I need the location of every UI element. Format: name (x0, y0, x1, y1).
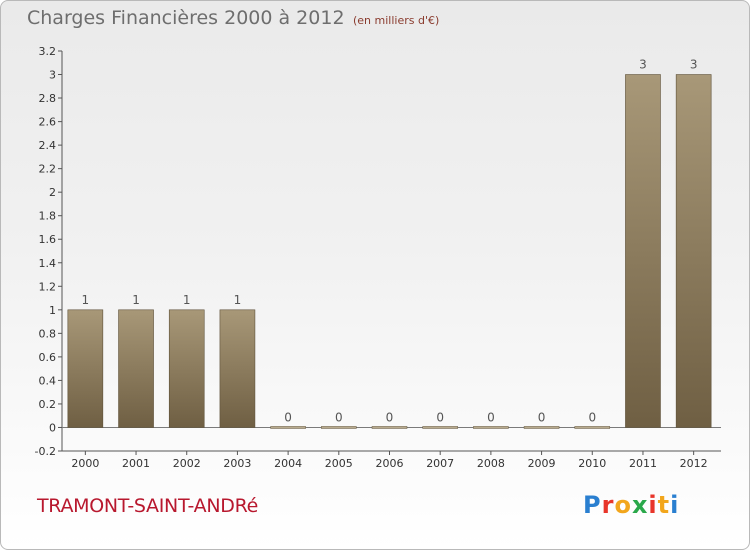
y-tick-label: 1.4 (39, 257, 57, 270)
y-tick-label: 2.8 (39, 92, 57, 105)
y-tick-label: 0 (49, 421, 56, 434)
y-tick-label: 3 (49, 69, 56, 82)
data-label-2006: 0 (386, 410, 394, 424)
x-tick-label-2001: 2001 (122, 457, 150, 470)
bar-2010 (574, 426, 611, 429)
y-tick-label: -0.2 (35, 445, 56, 458)
x-tick-label-2005: 2005 (325, 457, 353, 470)
x-tick-label-2000: 2000 (71, 457, 99, 470)
logo-letter: r (601, 491, 615, 519)
data-label-2012: 3 (690, 58, 698, 72)
bar-2004 (270, 426, 306, 429)
chart-subtitle: (en milliers d'€) (353, 14, 440, 27)
proxiti-logo: Proxiti (583, 491, 679, 519)
y-tick-label: 0.2 (39, 398, 57, 411)
y-tick-label: 1 (49, 304, 56, 317)
logo-letter: i (648, 491, 658, 519)
bar-2003 (219, 309, 256, 428)
y-tick-label: 2.4 (39, 139, 57, 152)
x-tick-label-2002: 2002 (173, 457, 201, 470)
bar-2005 (321, 426, 357, 429)
bar-2009 (523, 426, 560, 429)
x-tick-label-2009: 2009 (528, 457, 556, 470)
commune-name: TRAMONT-SAINT-ANDRé (37, 495, 259, 517)
x-tick-label-2007: 2007 (426, 457, 454, 470)
x-tick-label-2004: 2004 (274, 457, 302, 470)
y-tick-label: 0.6 (39, 351, 57, 364)
logo-letter: t (657, 491, 671, 519)
data-label-2002: 1 (183, 293, 191, 307)
x-tick-label-2010: 2010 (578, 457, 606, 470)
bar-2012 (675, 74, 712, 428)
logo-letter: x (631, 491, 649, 519)
y-tick-label: 2 (49, 186, 56, 199)
y-tick-label: 3.2 (39, 45, 57, 58)
bar-2006 (371, 426, 408, 429)
data-label-2008: 0 (487, 410, 495, 424)
x-tick-label-2012: 2012 (680, 457, 708, 470)
data-label-2005: 0 (335, 410, 343, 424)
data-label-2009: 0 (538, 410, 546, 424)
data-label-2001: 1 (132, 293, 140, 307)
y-tick-label: 1.2 (39, 280, 57, 293)
y-tick-label: 0.4 (39, 374, 57, 387)
bar-2001 (118, 309, 154, 428)
data-label-2003: 1 (234, 293, 242, 307)
data-label-2010: 0 (588, 410, 596, 424)
logo-letter: i (670, 491, 680, 519)
bar-2002 (168, 309, 205, 428)
logo-letter: o (614, 491, 632, 519)
x-tick-label-2011: 2011 (629, 457, 657, 470)
chart-title: Charges Financières 2000 à 2012 (27, 7, 345, 29)
y-tick-label: 1.8 (39, 210, 57, 223)
bar-2000 (67, 309, 104, 428)
x-tick-label-2006: 2006 (376, 457, 404, 470)
data-label-2004: 0 (284, 410, 292, 424)
data-label-2000: 1 (82, 293, 90, 307)
data-label-2007: 0 (436, 410, 444, 424)
y-tick-label: 2.2 (39, 163, 57, 176)
y-tick-label: 0.8 (39, 327, 57, 340)
bar-2007 (422, 426, 458, 429)
x-tick-label-2003: 2003 (223, 457, 251, 470)
y-tick-label: 1.6 (39, 233, 57, 246)
data-label-2011: 3 (639, 58, 647, 72)
bar-2008 (473, 426, 509, 429)
logo-letter: P (583, 491, 602, 519)
bar-2011 (625, 74, 661, 428)
y-tick-label: 2.6 (39, 116, 57, 129)
x-tick-label-2008: 2008 (477, 457, 505, 470)
